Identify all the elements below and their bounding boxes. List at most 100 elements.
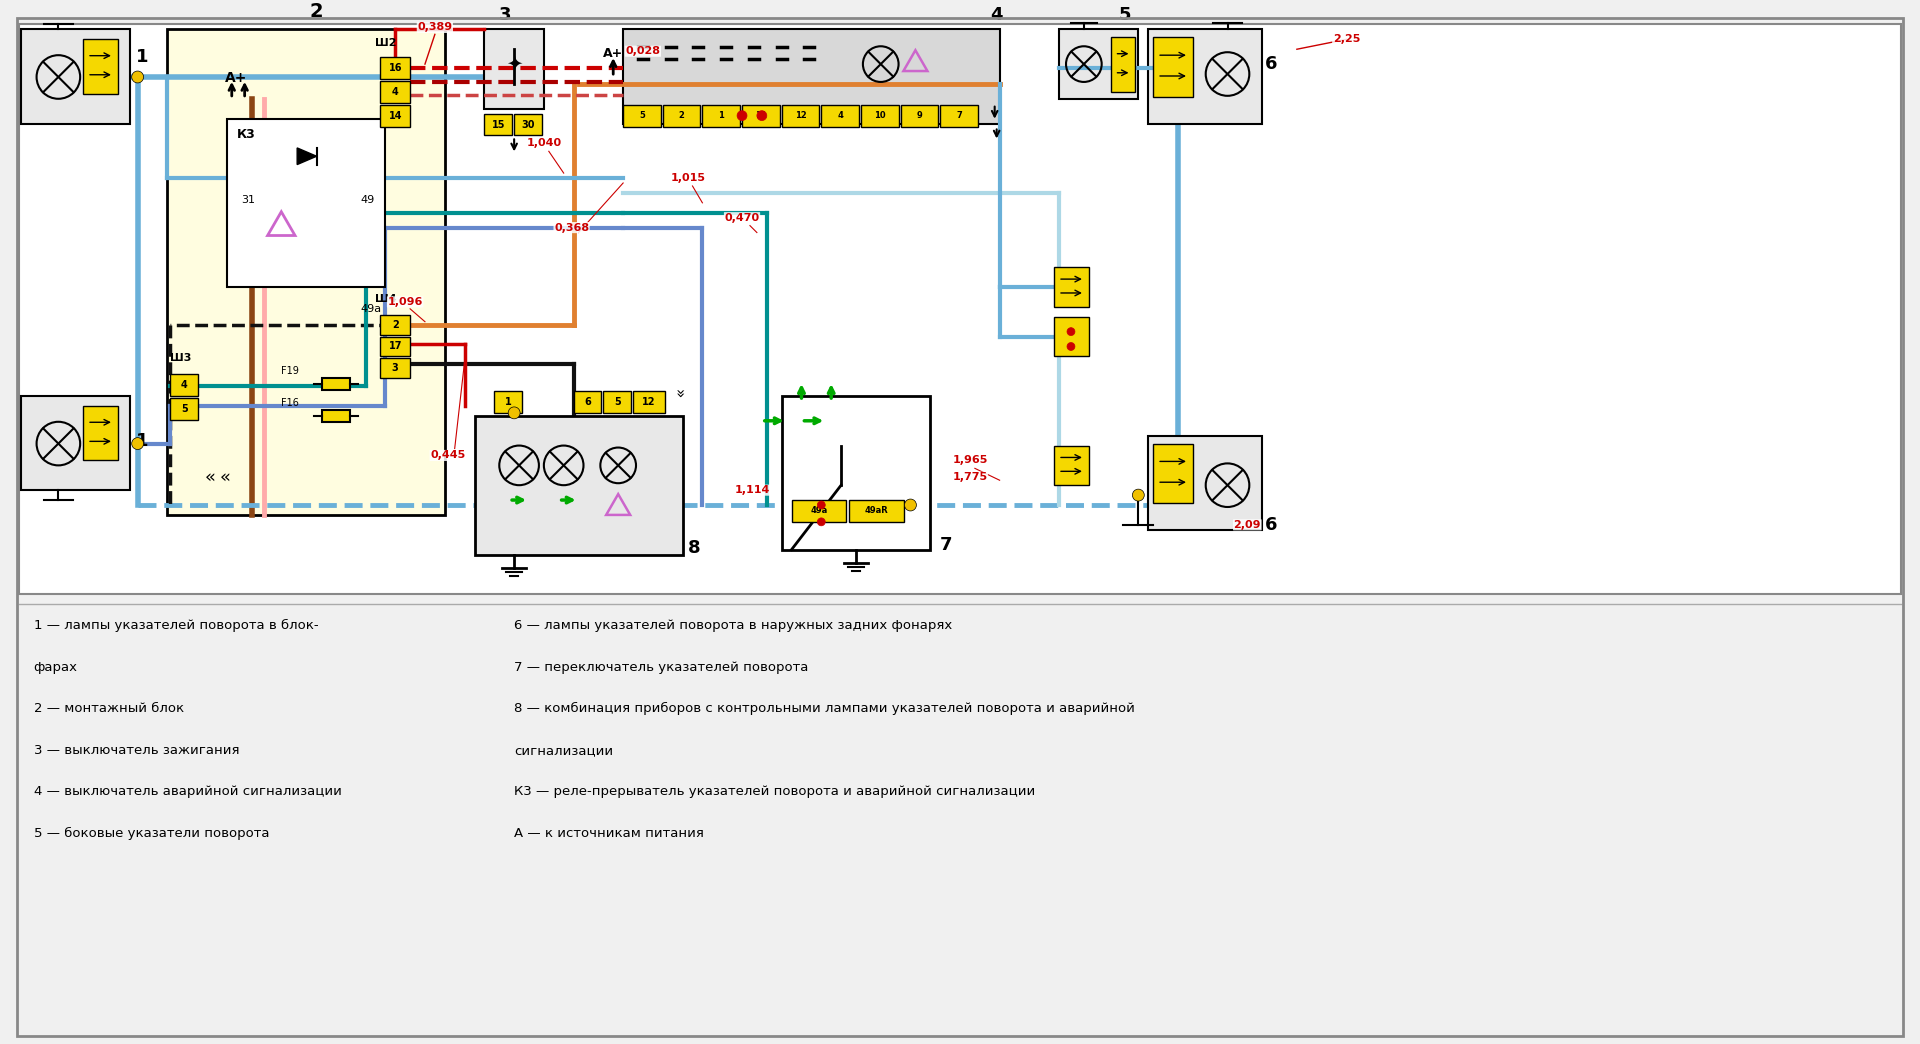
Text: 6: 6 <box>1265 55 1277 73</box>
Bar <box>83 40 117 94</box>
Text: 2: 2 <box>678 111 685 120</box>
Text: Ш3: Ш3 <box>171 353 192 363</box>
Text: 5 — боковые указатели поворота: 5 — боковые указатели поворота <box>35 827 269 840</box>
Circle shape <box>818 501 826 509</box>
Text: Ш2: Ш2 <box>376 39 397 48</box>
Circle shape <box>904 499 916 511</box>
Bar <box>493 392 522 412</box>
Bar <box>900 104 939 126</box>
Text: А — к источникам питания: А — к источникам питания <box>515 827 705 840</box>
Text: 15: 15 <box>492 120 505 129</box>
Bar <box>380 104 411 126</box>
Text: 2: 2 <box>392 319 399 330</box>
Bar <box>822 104 858 126</box>
Text: F16: F16 <box>282 398 300 408</box>
Bar <box>781 104 820 126</box>
Text: 0,445: 0,445 <box>430 450 465 460</box>
Bar <box>323 410 349 422</box>
Bar <box>83 406 117 460</box>
Text: 8 — комбинация приборов с контрольными лампами указателей поворота и аварийной: 8 — комбинация приборов с контрольными л… <box>515 703 1135 715</box>
Bar <box>380 57 411 79</box>
Text: 30: 30 <box>520 120 536 129</box>
Bar <box>662 104 701 126</box>
Bar <box>703 104 739 126</box>
Text: 17: 17 <box>388 341 401 352</box>
Text: 0,028: 0,028 <box>626 46 660 56</box>
Text: 1,040: 1,040 <box>526 139 561 148</box>
Text: 1: 1 <box>136 431 148 450</box>
Text: 5: 5 <box>180 404 188 413</box>
Bar <box>171 398 198 420</box>
Text: »: » <box>670 389 685 399</box>
Text: 9: 9 <box>916 111 922 120</box>
Bar <box>515 114 541 136</box>
Text: 7: 7 <box>956 111 962 120</box>
Bar <box>323 378 349 390</box>
Text: 0,470: 0,470 <box>724 213 760 222</box>
Bar <box>19 24 1901 594</box>
Text: 3 — выключатель зажигания: 3 — выключатель зажигания <box>35 743 240 757</box>
Text: 49aR: 49aR <box>864 506 889 516</box>
Bar <box>484 114 513 136</box>
Text: 4: 4 <box>989 5 1002 24</box>
Text: К3 — реле-прерыватель указателей поворота и аварийной сигнализации: К3 — реле-прерыватель указателей поворот… <box>515 785 1035 799</box>
Text: 7: 7 <box>941 536 952 553</box>
Text: Ш4: Ш4 <box>376 294 397 304</box>
Bar <box>603 392 632 412</box>
Bar <box>380 81 411 102</box>
Circle shape <box>132 437 144 450</box>
Circle shape <box>1068 342 1075 351</box>
Text: 12: 12 <box>795 111 806 120</box>
Bar <box>1148 435 1261 529</box>
Text: 2,25: 2,25 <box>1332 34 1359 44</box>
Circle shape <box>818 518 826 526</box>
Circle shape <box>132 71 144 82</box>
Text: 2: 2 <box>309 1 323 21</box>
Bar <box>1154 444 1192 503</box>
Text: 16: 16 <box>388 63 401 73</box>
Bar <box>1060 29 1139 99</box>
Circle shape <box>1133 490 1144 501</box>
Text: A+: A+ <box>603 47 624 61</box>
Bar <box>624 29 1000 123</box>
Text: 8: 8 <box>687 539 701 556</box>
Bar <box>941 104 977 126</box>
Text: фарах: фарах <box>35 661 77 673</box>
Bar <box>474 416 684 554</box>
Text: 31: 31 <box>242 195 255 205</box>
Text: 12: 12 <box>641 397 655 407</box>
Text: F19: F19 <box>282 366 300 376</box>
Text: 49a: 49a <box>810 506 828 516</box>
Text: 1: 1 <box>718 111 724 120</box>
Circle shape <box>737 111 747 120</box>
Text: 1 — лампы указателей поворота в блок-: 1 — лампы указателей поворота в блок- <box>35 619 319 632</box>
Text: 1: 1 <box>505 397 511 407</box>
Bar <box>574 392 601 412</box>
Bar <box>380 336 411 356</box>
Bar <box>1054 446 1089 485</box>
Bar <box>171 374 198 396</box>
Bar <box>1148 29 1261 123</box>
Bar <box>634 392 664 412</box>
Bar <box>21 396 131 490</box>
Polygon shape <box>298 148 317 165</box>
Bar <box>380 358 411 378</box>
Text: 1,096: 1,096 <box>388 296 422 307</box>
Text: 1,965: 1,965 <box>952 455 987 466</box>
Bar <box>1054 267 1089 307</box>
Text: 4: 4 <box>180 380 188 390</box>
Text: »: » <box>202 467 213 484</box>
Text: 3: 3 <box>499 5 513 24</box>
Text: 1,015: 1,015 <box>670 173 707 183</box>
Text: 49a: 49a <box>361 304 382 314</box>
Circle shape <box>756 111 766 120</box>
Bar <box>380 315 411 334</box>
Text: 0,389: 0,389 <box>417 22 453 32</box>
Text: 14: 14 <box>388 111 401 121</box>
Bar <box>849 500 904 522</box>
Text: 4: 4 <box>392 87 399 97</box>
Bar <box>1110 38 1135 92</box>
Text: 6: 6 <box>584 397 591 407</box>
Text: 4: 4 <box>837 111 843 120</box>
Bar <box>1154 38 1192 97</box>
